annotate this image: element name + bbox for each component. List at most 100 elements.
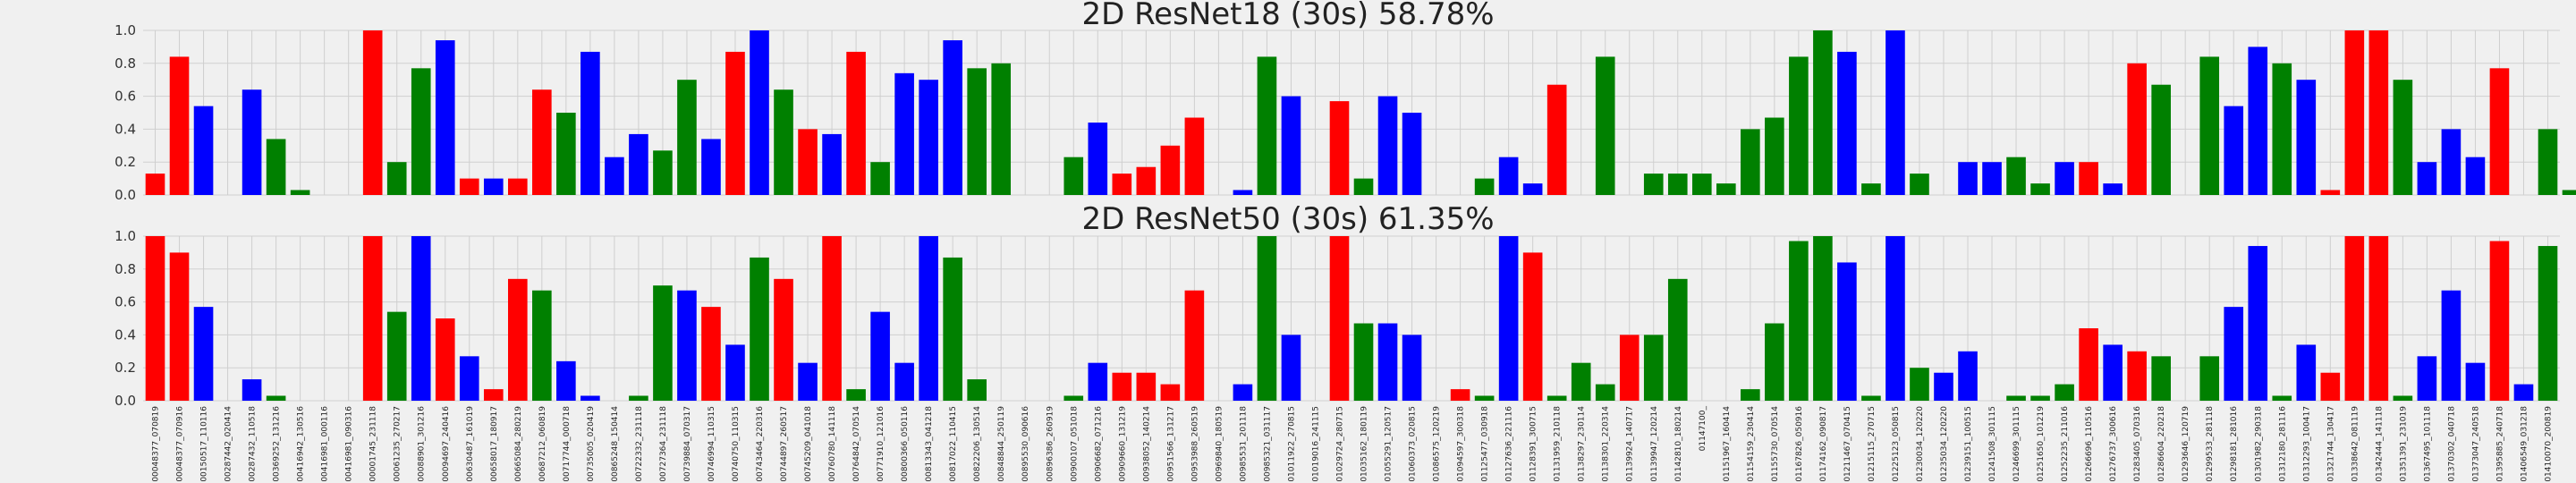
bar [1136, 372, 1157, 401]
bar [774, 89, 793, 195]
bar [1910, 368, 1929, 401]
x-tick-label: 00150517_110116 [200, 406, 209, 482]
bar [1329, 101, 1350, 195]
x-tick-label: 01128391_300715 [1530, 406, 1538, 482]
bar [1184, 290, 1205, 401]
bar [1377, 96, 1398, 195]
y-tick-label: 1.0 [114, 228, 136, 244]
bar [1160, 384, 1181, 401]
bar [725, 51, 745, 195]
bar [532, 89, 552, 195]
x-tick-label: 01174162_090817 [1819, 406, 1828, 482]
bar [2393, 395, 2413, 401]
bar [605, 157, 624, 195]
x-tick-label: 00088901_301216 [418, 406, 427, 482]
x-tick-label: 01094597_300318 [1457, 406, 1466, 482]
bar [266, 395, 286, 401]
bar [556, 360, 576, 401]
bar [290, 190, 310, 195]
y-tick-label: 0.6 [114, 294, 136, 310]
bar [1546, 84, 1567, 195]
y-tick-label: 0.2 [114, 154, 136, 170]
bar [1257, 56, 1277, 195]
x-tick-label: 00746994_110315 [708, 406, 716, 482]
bar [242, 379, 262, 401]
y-tick-label: 0.0 [114, 393, 136, 409]
x-tick-labels: 00048377_070819 00048377_070916 00150517_1… [152, 406, 2554, 482]
bar [2489, 68, 2510, 195]
x-tick-label: 00900107_051018 [1070, 406, 1079, 482]
bar [1522, 183, 1543, 195]
x-tick-label: 01154159_230414 [1747, 406, 1756, 482]
x-tick-label: 00658017_180917 [490, 406, 499, 482]
x-tick-label: 00717744_000718 [563, 406, 572, 482]
x-tick-label: 01395885_240718 [2496, 406, 2504, 482]
x-tick-label: 00094697_240416 [442, 406, 451, 482]
x-tick-label: 01155730_070514 [1771, 406, 1780, 482]
bar [701, 307, 721, 401]
x-tick-label: 00848844_250119 [997, 406, 1006, 482]
x-tick-label: 01338642_081119 [2351, 406, 2360, 482]
x-tick-label: 00739884_070317 [683, 406, 692, 482]
x-tick-label: 01266696_110516 [2085, 406, 2094, 482]
bar [1765, 323, 1784, 401]
bar [894, 362, 914, 401]
bar [1233, 190, 1253, 195]
bar [459, 356, 479, 401]
bar [1813, 236, 1833, 401]
bar [846, 389, 866, 401]
bar [145, 174, 165, 195]
x-tick-label: 01293646_120719 [2182, 406, 2190, 482]
bar [2489, 241, 2510, 401]
bar [1958, 351, 1978, 401]
bar [435, 40, 455, 195]
bar [1088, 362, 1108, 401]
bar [1377, 323, 1398, 401]
bar [1934, 372, 1953, 401]
x-tick-label: 01239151_100515 [1964, 406, 1973, 482]
bar [1619, 335, 1640, 401]
bar [1498, 236, 1519, 401]
x-tick-label: 00416942_130516 [297, 406, 306, 482]
bar [1691, 174, 1712, 195]
bar [1958, 162, 1978, 195]
x-tick-label: 01139924_140717 [1626, 406, 1635, 482]
x-tick-label: 01127636_221116 [1505, 406, 1514, 482]
x-tick-label: 01011922_270815 [1287, 406, 1296, 482]
bar [2417, 356, 2437, 401]
x-tick-label: 00287432_110518 [249, 406, 258, 482]
bar [2296, 344, 2317, 401]
bar [1474, 178, 1495, 195]
x-tick-label: 01167826_050916 [1795, 406, 1804, 482]
bar [798, 362, 818, 401]
bar [386, 311, 407, 401]
x-tick-label: 00895530_090616 [1021, 406, 1030, 482]
x-tick-label: 01060373_020815 [1409, 406, 1418, 482]
bar [2538, 129, 2558, 195]
bar [629, 133, 648, 195]
bar [483, 389, 504, 401]
bar [1281, 96, 1301, 195]
y-tick-labels-resnet50: 0.0 0.2 0.4 0.6 0.8 1.0 [114, 228, 136, 409]
y-tick-labels-resnet18: 0.0 0.2 0.4 0.6 0.8 1.0 [114, 22, 136, 203]
bar [1160, 145, 1181, 195]
bar [1257, 236, 1277, 401]
x-tick-label: 00061235_270217 [394, 406, 402, 482]
x-tick-label: 01142810_180214 [1674, 406, 1683, 482]
x-tick-label: 01147100_ [1699, 406, 1707, 452]
x-tick-label: 01299533_281118 [2206, 406, 2215, 482]
bar [1789, 241, 1809, 401]
x-tick-label: 01251650_101219 [2037, 406, 2046, 482]
bar [1353, 178, 1374, 195]
bar [1522, 252, 1543, 401]
x-tick-label: 00287442_020414 [225, 406, 233, 482]
bar [508, 278, 528, 401]
chart-title-resnet18: 2D ResNet18 (30s) 58.78% [1081, 0, 1494, 32]
x-tick-label: 01276737_300616 [2109, 406, 2118, 482]
bar [508, 178, 528, 195]
bar [701, 139, 721, 195]
x-tick-label: 00764842_070514 [852, 406, 861, 482]
bar [2127, 63, 2147, 195]
x-tick-label: 00048377_070819 [152, 406, 161, 482]
x-tick-label: 00813343_041218 [925, 406, 934, 482]
